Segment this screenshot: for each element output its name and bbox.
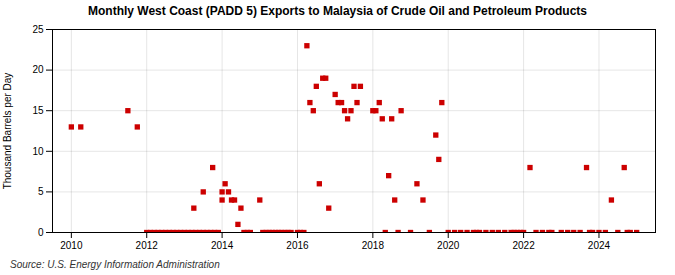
svg-text:2016: 2016	[286, 240, 309, 251]
svg-text:10: 10	[32, 146, 44, 157]
svg-text:2020: 2020	[437, 240, 460, 251]
svg-text:2018: 2018	[362, 240, 385, 251]
svg-text:15: 15	[32, 105, 44, 116]
svg-text:2022: 2022	[512, 240, 535, 251]
svg-text:5: 5	[38, 186, 44, 197]
svg-text:25: 25	[32, 24, 44, 35]
svg-text:2012: 2012	[136, 240, 159, 251]
html-text:Source: U.S. Energy Informatio: Source: U.S. Energy Information Administ…	[10, 259, 220, 270]
svg-text:2010: 2010	[60, 240, 83, 251]
html-text:Monthly West Coast (PADD 5) Ex: Monthly West Coast (PADD 5) Exports to M…	[88, 4, 587, 18]
svg-text:2024: 2024	[588, 240, 611, 251]
svg-text:20: 20	[32, 64, 44, 75]
svg-text:0: 0	[38, 227, 44, 238]
svg-text:Thousand Barrels per Day: Thousand Barrels per Day	[2, 73, 13, 190]
svg-text:2014: 2014	[211, 240, 234, 251]
